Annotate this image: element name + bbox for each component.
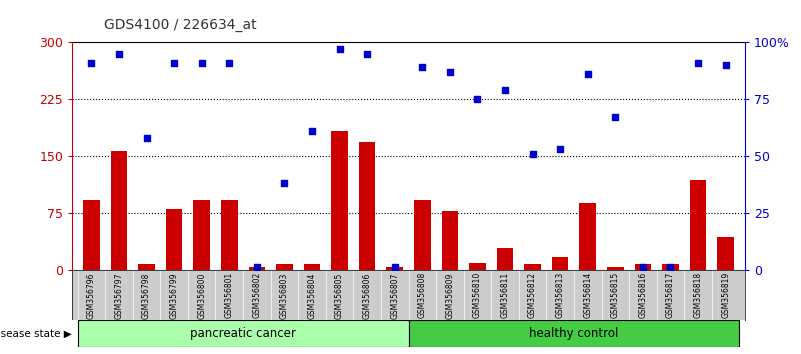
Point <box>582 72 594 77</box>
Text: GSM356811: GSM356811 <box>501 272 509 318</box>
Text: GSM356797: GSM356797 <box>115 272 123 319</box>
Bar <box>83 200 99 270</box>
Text: GSM356801: GSM356801 <box>225 272 234 319</box>
Text: pancreatic cancer: pancreatic cancer <box>190 327 296 340</box>
Bar <box>634 264 651 270</box>
Bar <box>193 200 210 270</box>
Point <box>526 151 539 156</box>
Point <box>360 51 373 57</box>
Bar <box>139 264 155 270</box>
Bar <box>221 200 238 270</box>
Bar <box>552 257 569 270</box>
Point <box>306 128 319 134</box>
Bar <box>248 267 265 270</box>
Point <box>719 62 732 68</box>
Bar <box>78 320 409 347</box>
Point <box>637 264 650 270</box>
Text: GSM356817: GSM356817 <box>666 272 675 319</box>
Bar <box>386 267 403 270</box>
Point <box>113 51 126 57</box>
Point <box>471 96 484 102</box>
Point <box>553 147 566 152</box>
Text: disease state ▶: disease state ▶ <box>0 328 72 338</box>
Point <box>223 60 235 66</box>
Point <box>167 60 180 66</box>
Point <box>388 264 401 270</box>
Bar <box>607 267 624 270</box>
Text: GSM356808: GSM356808 <box>418 272 427 319</box>
Text: GSM356806: GSM356806 <box>363 272 372 319</box>
Text: GSM356814: GSM356814 <box>583 272 592 319</box>
Point <box>416 65 429 70</box>
Bar <box>497 249 513 270</box>
Bar <box>332 131 348 270</box>
Text: GDS4100 / 226634_at: GDS4100 / 226634_at <box>104 18 257 32</box>
Bar <box>469 263 485 270</box>
Text: GSM356807: GSM356807 <box>390 272 399 319</box>
Bar <box>441 211 458 270</box>
Text: GSM356816: GSM356816 <box>638 272 647 319</box>
Bar <box>690 180 706 270</box>
Point <box>251 264 264 270</box>
Text: GSM356798: GSM356798 <box>142 272 151 319</box>
Bar <box>409 320 739 347</box>
Text: GSM356809: GSM356809 <box>445 272 454 319</box>
Point <box>664 264 677 270</box>
Text: GSM356802: GSM356802 <box>252 272 261 319</box>
Bar <box>662 264 678 270</box>
Text: GSM356803: GSM356803 <box>280 272 289 319</box>
Bar <box>304 264 320 270</box>
Point <box>85 60 98 66</box>
Text: GSM356815: GSM356815 <box>611 272 620 319</box>
Text: GSM356812: GSM356812 <box>528 272 537 318</box>
Point <box>609 115 622 120</box>
Point <box>195 60 208 66</box>
Text: GSM356799: GSM356799 <box>170 272 179 319</box>
Bar <box>718 237 734 270</box>
Text: GSM356819: GSM356819 <box>721 272 731 319</box>
Point <box>140 135 153 141</box>
Text: healthy control: healthy control <box>529 327 618 340</box>
Bar <box>111 151 127 270</box>
Bar <box>525 264 541 270</box>
Bar <box>359 142 376 270</box>
Bar <box>579 203 596 270</box>
Bar <box>166 209 183 270</box>
Text: GSM356813: GSM356813 <box>556 272 565 319</box>
Text: GSM356796: GSM356796 <box>87 272 96 319</box>
Bar <box>276 264 292 270</box>
Text: GSM356810: GSM356810 <box>473 272 482 319</box>
Text: GSM356804: GSM356804 <box>308 272 316 319</box>
Point <box>333 46 346 52</box>
Text: GSM356800: GSM356800 <box>197 272 206 319</box>
Point <box>278 181 291 186</box>
Point <box>691 60 704 66</box>
Bar <box>414 200 431 270</box>
Point <box>498 87 511 93</box>
Text: GSM356818: GSM356818 <box>694 272 702 318</box>
Point <box>444 69 457 75</box>
Text: GSM356805: GSM356805 <box>335 272 344 319</box>
